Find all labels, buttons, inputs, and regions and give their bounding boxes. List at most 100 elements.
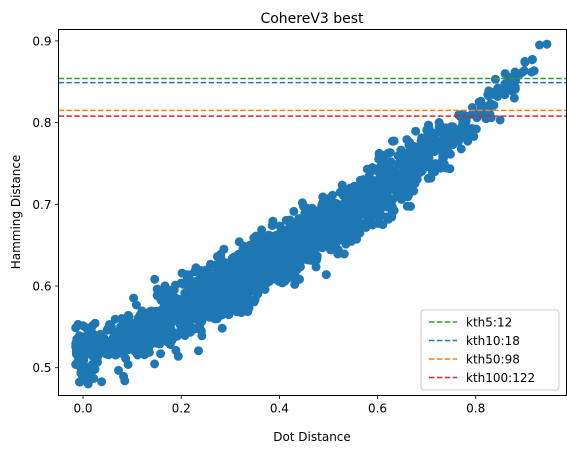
scatter-point [520, 56, 530, 66]
scatter-point [229, 260, 239, 270]
scatter-point [236, 261, 246, 271]
scatter-point [255, 242, 265, 252]
scatter-point [71, 323, 81, 333]
scatter-point [180, 304, 189, 314]
scatter-point [265, 264, 275, 274]
scatter-point [203, 306, 213, 316]
scatter-point [411, 126, 421, 136]
scatter-point [229, 270, 239, 280]
scatter-point [290, 268, 300, 278]
scatter-point [203, 299, 213, 309]
scatter-point [279, 229, 288, 239]
scatter-point [417, 133, 427, 143]
scatter-point [510, 67, 520, 77]
scatter-point [320, 225, 330, 235]
scatter-point [196, 273, 206, 282]
scatter-point [404, 140, 414, 150]
scatter-point [362, 199, 372, 209]
scatter-point [123, 360, 133, 369]
chart-title: CohereV3 best [260, 11, 364, 27]
scatter-point [231, 281, 241, 291]
scatter-point [337, 207, 347, 216]
scatter-point [426, 142, 436, 152]
scatter-point [349, 181, 359, 191]
scatter-point [194, 346, 203, 356]
scatter-point [476, 96, 486, 106]
scatter-point [382, 212, 392, 222]
y-tick-label: 0.6 [32, 280, 51, 294]
scatter-point [409, 154, 418, 164]
scatter-point [475, 107, 485, 117]
x-tick-label: 0.4 [270, 402, 289, 416]
scatter-point [159, 299, 169, 309]
scatter-point [178, 294, 188, 304]
scatter-point [463, 136, 473, 146]
scatter-point [385, 177, 395, 187]
scatter-point [378, 220, 388, 230]
scatter-point [489, 100, 499, 110]
scatter-point [210, 314, 219, 324]
scatter-point [224, 309, 234, 319]
scatter-point [260, 285, 270, 294]
scatter-point [448, 137, 458, 147]
scatter-point [120, 376, 130, 386]
scatter-point [94, 333, 104, 343]
scatter-point [393, 159, 403, 169]
scatter-point [337, 180, 347, 190]
scatter-point [196, 326, 206, 336]
scatter-point [507, 83, 517, 93]
y-axis-label: Hamming Distance [9, 155, 23, 270]
scatter-point [308, 224, 318, 234]
x-tick-label: 0.2 [172, 402, 191, 416]
scatter-point [150, 274, 160, 284]
scatter-point [204, 265, 214, 275]
scatter-point [440, 147, 450, 157]
scatter-point [299, 213, 309, 223]
scatter-point [358, 187, 368, 197]
scatter-point [312, 253, 322, 263]
scatter-point [305, 235, 315, 245]
scatter-point [217, 323, 227, 333]
scatter-point [527, 55, 537, 65]
scatter-point [321, 270, 331, 280]
scatter-point [290, 224, 300, 233]
scatter-point [218, 276, 228, 286]
scatter-point [218, 301, 227, 311]
scatter-point [76, 332, 86, 342]
scatter-point [208, 287, 218, 297]
scatter-point [509, 93, 519, 103]
scatter-point [350, 223, 360, 233]
scatter-point [131, 300, 141, 310]
scatter-point [146, 309, 156, 319]
scatter-point [247, 248, 257, 258]
scatter-point [344, 202, 354, 212]
scatter-point [285, 215, 295, 225]
scatter-point [199, 292, 209, 302]
legend: kth5:12 kth10:18 kth50:98 kth100:122 [420, 309, 560, 391]
scatter-point [143, 323, 153, 333]
scatter-point [171, 345, 181, 355]
scatter-point [233, 249, 243, 259]
scatter-point [176, 278, 186, 288]
scatter-point [401, 149, 411, 158]
scatter-point [83, 379, 93, 389]
scatter-point [296, 262, 305, 272]
scatter-point [388, 136, 397, 146]
scatter-point [405, 164, 415, 173]
scatter-point [289, 206, 299, 216]
scatter-point [269, 255, 278, 264]
scatter-point [132, 324, 142, 334]
scatter-point [495, 115, 505, 125]
scatter-point [151, 338, 161, 348]
scatter-point [290, 230, 300, 240]
scatter-point [253, 289, 263, 299]
scatter-point [338, 231, 348, 241]
scatter-point [187, 291, 197, 301]
scatter-point [256, 255, 266, 265]
scatter-point [115, 324, 125, 334]
scatter-point [176, 318, 185, 327]
scatter-point [152, 284, 162, 294]
scatter-point [267, 221, 277, 231]
